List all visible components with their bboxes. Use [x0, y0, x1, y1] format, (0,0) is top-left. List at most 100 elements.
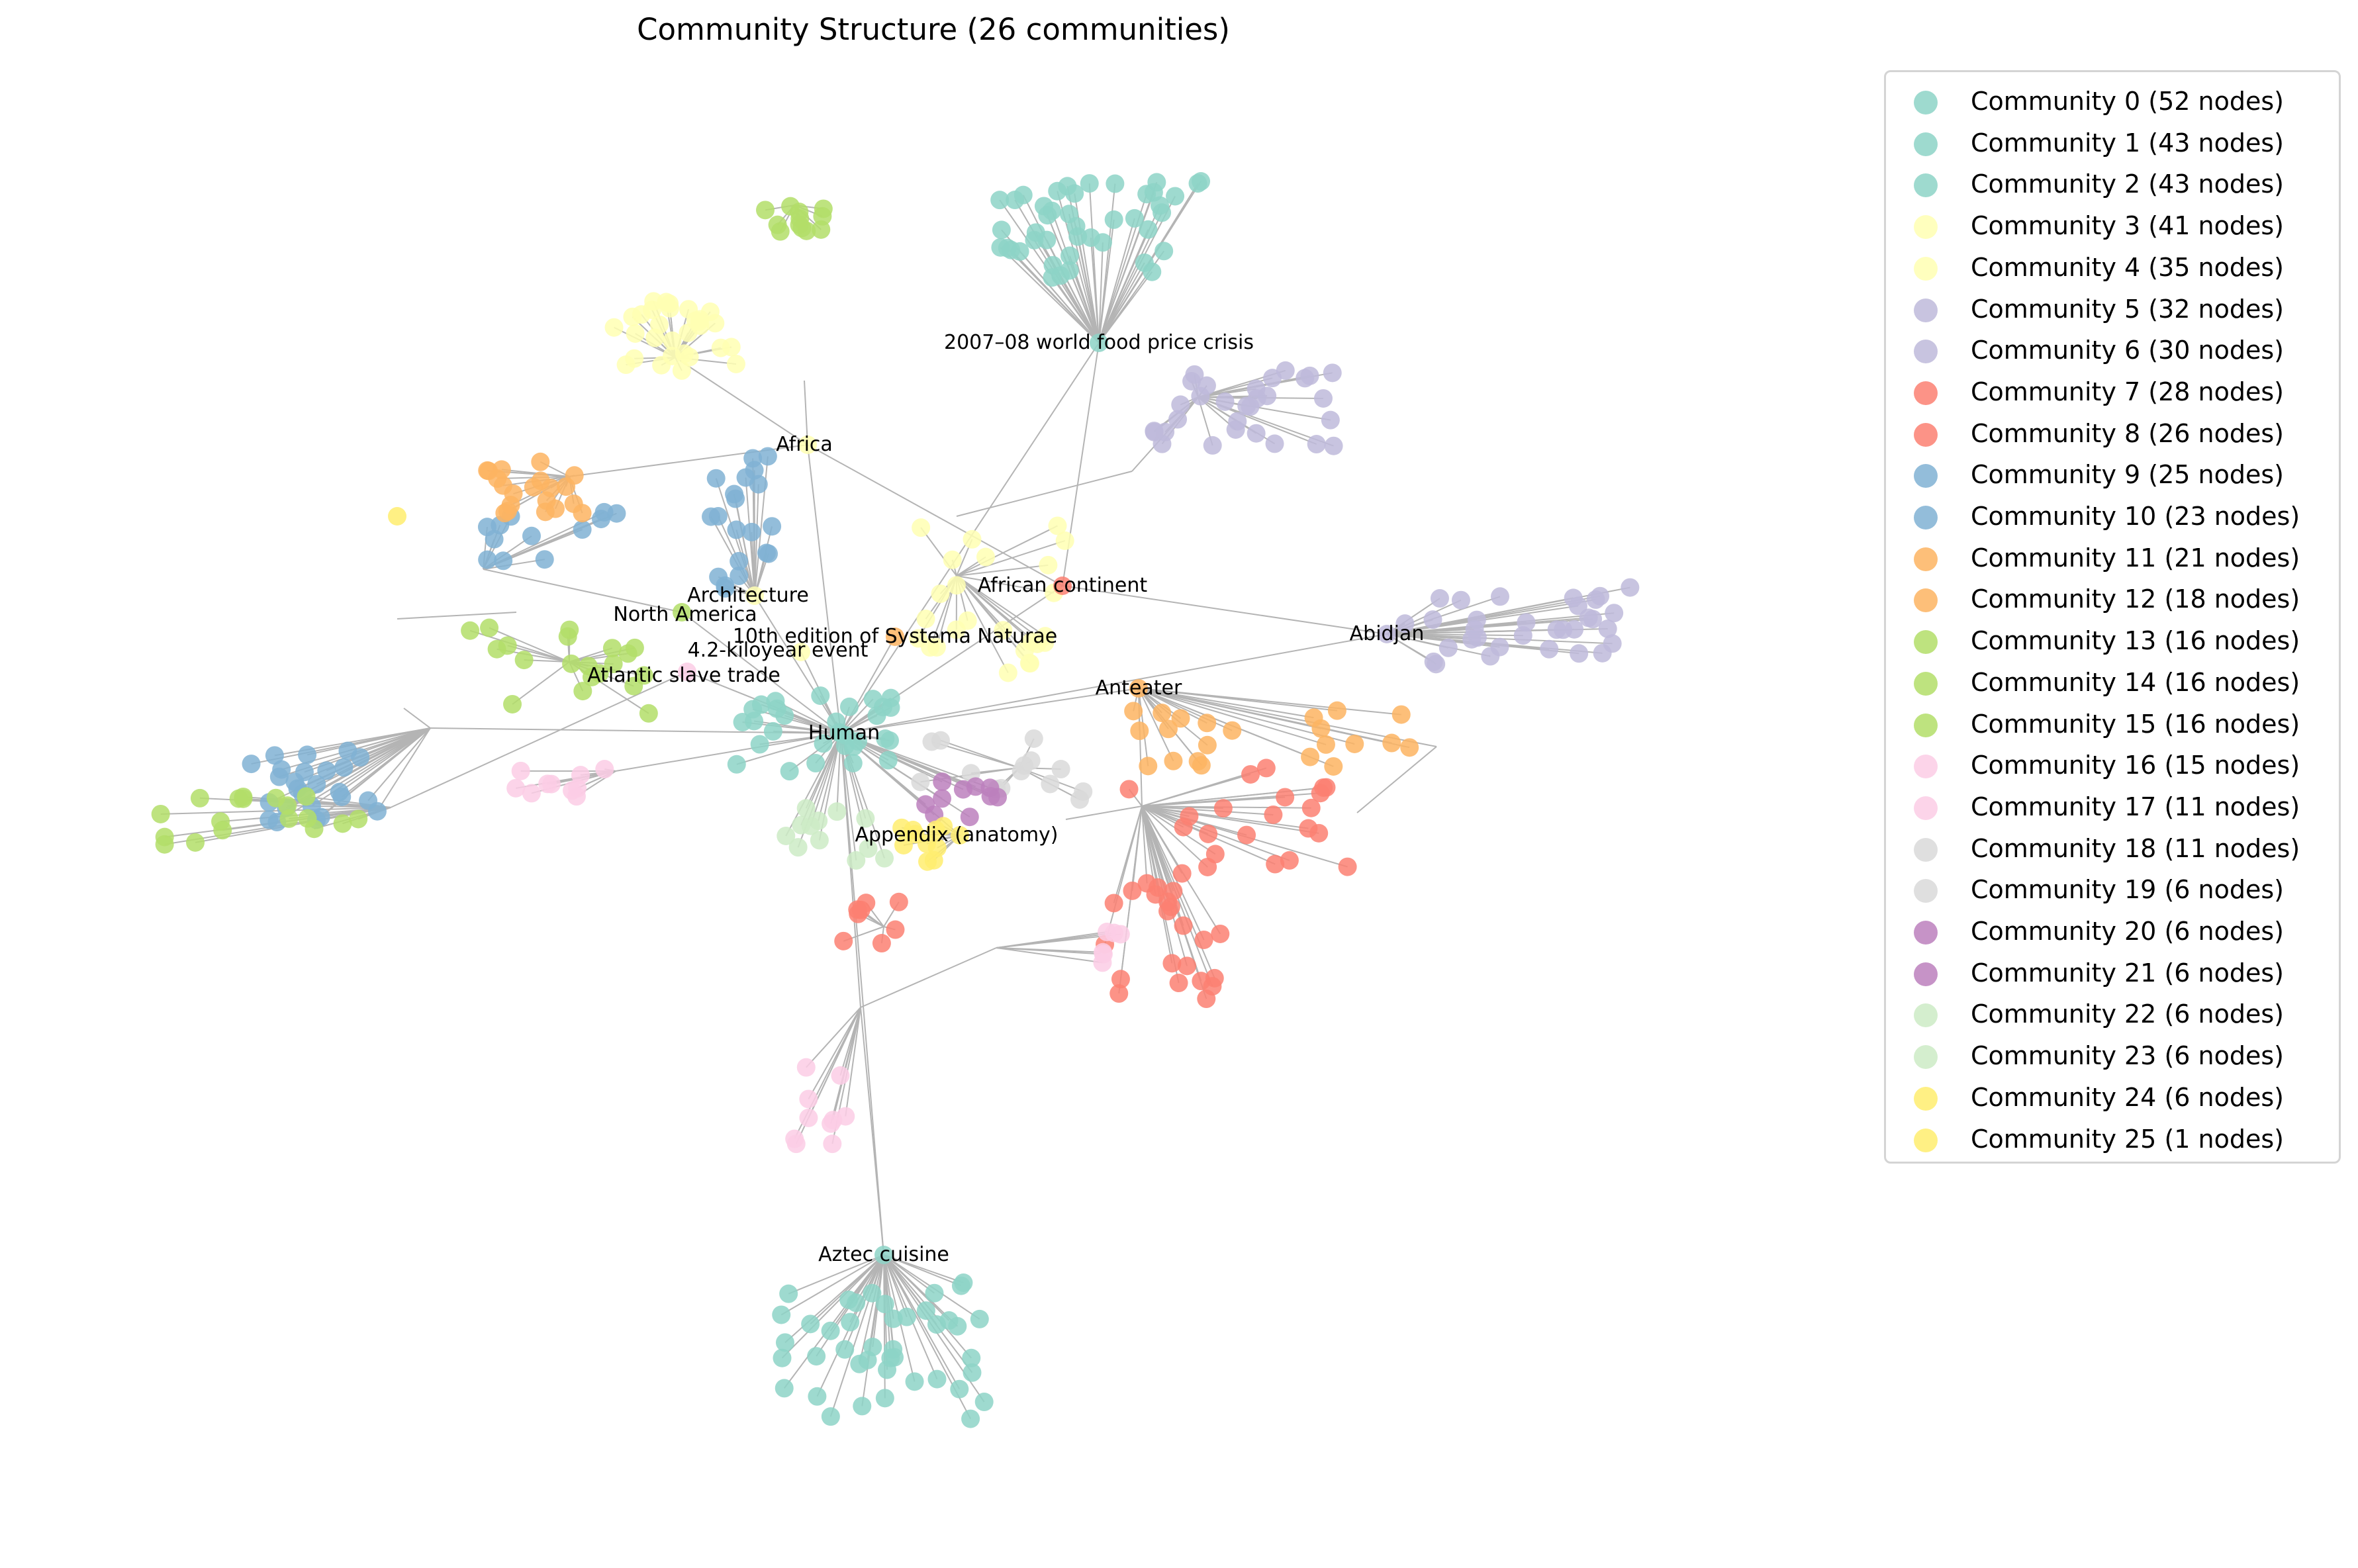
graph-edge — [840, 633, 1388, 734]
graph-edge — [1386, 628, 1475, 635]
graph-node — [1158, 719, 1178, 739]
legend-item: Community 10 (23 nodes) — [1886, 498, 2339, 537]
graph-node — [943, 550, 962, 569]
graph-node — [595, 760, 614, 779]
graph-node — [751, 695, 771, 714]
node-label: Anteater — [1096, 676, 1182, 700]
legend-label: Community 22 (6 nodes) — [1971, 999, 2284, 1029]
legend: Community 0 (52 nodes) Community 1 (43 no… — [1884, 70, 2341, 1164]
graph-node — [905, 1372, 924, 1391]
graph-node — [1048, 181, 1067, 201]
graph-node — [790, 209, 810, 228]
legend-label: Community 11 (21 nodes) — [1971, 543, 2300, 573]
legend-swatch — [1914, 962, 1938, 986]
graph-node — [1301, 798, 1321, 817]
graph-node — [1280, 851, 1299, 870]
graph-edge — [788, 1254, 884, 1295]
graph-node — [1316, 735, 1335, 754]
graph-edge — [1051, 277, 1100, 344]
legend-swatch — [1914, 547, 1938, 571]
graph-node — [824, 1111, 843, 1130]
graph-edge — [780, 1254, 884, 1316]
legend-label: Community 9 (25 nodes) — [1971, 460, 2284, 490]
graph-node — [1171, 709, 1190, 728]
legend-label: Community 1 (43 nodes) — [1971, 128, 2284, 158]
legend-swatch — [1914, 422, 1938, 447]
graph-node — [727, 755, 746, 774]
graph-node — [763, 517, 782, 536]
graph-node — [821, 1407, 840, 1426]
graph-node — [785, 1129, 804, 1148]
graph-edge — [1098, 218, 1135, 344]
legend-label: Community 8 (26 nodes) — [1971, 418, 2284, 448]
graph-node — [1591, 586, 1610, 606]
graph-node — [998, 663, 1017, 682]
graph-node — [808, 1387, 827, 1406]
graph-node — [333, 814, 352, 833]
graph-node — [853, 1397, 872, 1416]
graph-node — [880, 731, 899, 750]
graph-node — [886, 627, 904, 646]
graph-edge — [1138, 688, 1311, 758]
graph-node — [834, 931, 853, 950]
legend-swatch — [1914, 796, 1938, 820]
graph-node — [634, 666, 653, 685]
graph-node — [1104, 923, 1123, 943]
graph-node — [711, 338, 730, 357]
graph-node — [874, 1246, 893, 1264]
legend-item: Community 11 (21 nodes) — [1886, 539, 2339, 579]
graph-edge — [781, 1254, 884, 1359]
graph-edge — [507, 645, 570, 663]
graph-node — [604, 655, 623, 674]
graph-node — [709, 567, 728, 586]
graph-edge — [512, 661, 570, 705]
graph-node — [927, 1369, 947, 1389]
graph-node — [726, 354, 745, 373]
graph-node — [777, 826, 796, 845]
graph-node — [305, 819, 324, 839]
graph-node — [1598, 620, 1617, 639]
legend-swatch — [1914, 1003, 1938, 1028]
graph-node — [1039, 555, 1058, 575]
legend-item: Community 4 (35 nodes) — [1886, 249, 2339, 289]
graph-node — [334, 758, 354, 777]
graph-node — [730, 567, 749, 586]
graph-node — [1130, 721, 1149, 741]
legend-item: Community 13 (16 nodes) — [1886, 622, 2339, 662]
graph-node — [663, 331, 682, 350]
graph-edge — [341, 727, 431, 798]
graph-edge — [489, 627, 570, 663]
graph-node — [1139, 220, 1158, 239]
graph-edge — [1098, 271, 1153, 344]
graph-edge — [754, 484, 759, 596]
graph-edge — [1007, 248, 1100, 344]
node-label: Architecture — [687, 584, 809, 607]
graph-node — [1296, 369, 1315, 388]
graph-node — [1021, 654, 1040, 673]
graph-edge — [1138, 688, 1321, 729]
graph-edge — [956, 575, 1045, 643]
graph-node — [859, 839, 878, 858]
graph-edge — [483, 569, 683, 613]
graph-node — [1169, 974, 1188, 993]
graph-node — [953, 780, 972, 799]
graph-node — [1265, 434, 1284, 453]
graph-edge — [1141, 806, 1274, 815]
graph-node — [1307, 435, 1326, 454]
graph-edge — [367, 727, 431, 802]
graph-edge — [1141, 774, 1251, 807]
graph-node — [1382, 733, 1401, 753]
legend-item: Community 1 (43 nodes) — [1886, 124, 2339, 164]
graph-edge — [956, 575, 1055, 594]
graph-node — [872, 934, 891, 953]
graph-edge — [377, 727, 431, 812]
graph-node — [531, 471, 550, 490]
graph-node — [503, 694, 522, 714]
graph-node — [1158, 901, 1178, 921]
graph-node — [1162, 954, 1182, 973]
graph-edge — [1065, 806, 1143, 820]
graph-node — [1174, 916, 1193, 935]
graph-node — [1156, 422, 1175, 441]
graph-node — [1172, 864, 1192, 883]
graph-edge — [996, 947, 1104, 955]
